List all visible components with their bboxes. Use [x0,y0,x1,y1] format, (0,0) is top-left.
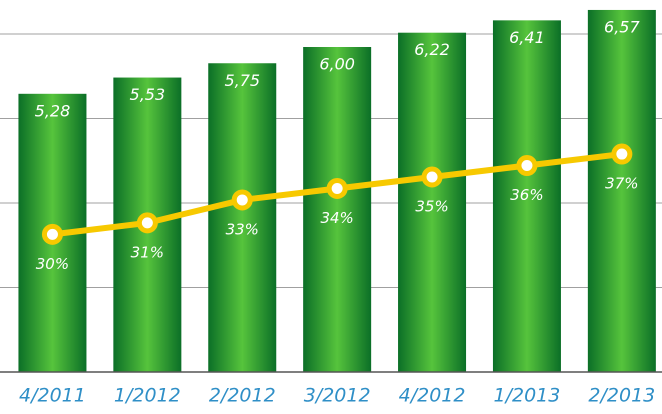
bar [492,20,561,372]
bar-value-label: 6,57 [604,17,640,36]
line-marker [136,212,158,234]
bar [208,63,277,372]
line-value-label: 37% [605,175,638,193]
x-tick-label: 1/2013 [494,385,561,407]
line-marker [516,155,538,177]
line-value-label: 31% [131,243,164,261]
line-layer [41,143,633,245]
bar-value-label: 6,41 [509,28,545,47]
line-value-label: 35% [415,198,448,216]
x-tick-label: 2/2013 [588,385,655,407]
x-tick-label: 4/2012 [399,385,466,407]
bar-value-label: 6,22 [414,40,450,59]
line-value-label: 36% [510,186,543,204]
bar [587,9,656,372]
bar-value-label: 5,75 [224,71,260,90]
bar-value-label: 6,00 [319,55,355,74]
line-value-label: 34% [320,209,353,227]
line-marker [41,223,63,245]
line-marker [231,189,253,211]
bar [303,47,372,372]
line-value-label: 30% [36,255,69,273]
bar [398,32,467,372]
x-tick-label: 3/2012 [304,385,371,407]
x-tick-label: 4/2011 [19,385,86,407]
bars [18,9,656,373]
line-marker [611,143,633,165]
bar-value-label: 5,53 [130,85,166,104]
x-tick-label: 2/2012 [209,385,276,407]
line-value-label: 33% [226,220,259,238]
line-marker [326,177,348,199]
line-marker [421,166,443,188]
x-tick-label: 1/2012 [114,385,181,407]
labels: 4/2011 1/2012 2/2012 3/2012 4/2012 1/2013 2/20… [19,17,655,406]
bar-value-label: 5,28 [35,101,71,120]
